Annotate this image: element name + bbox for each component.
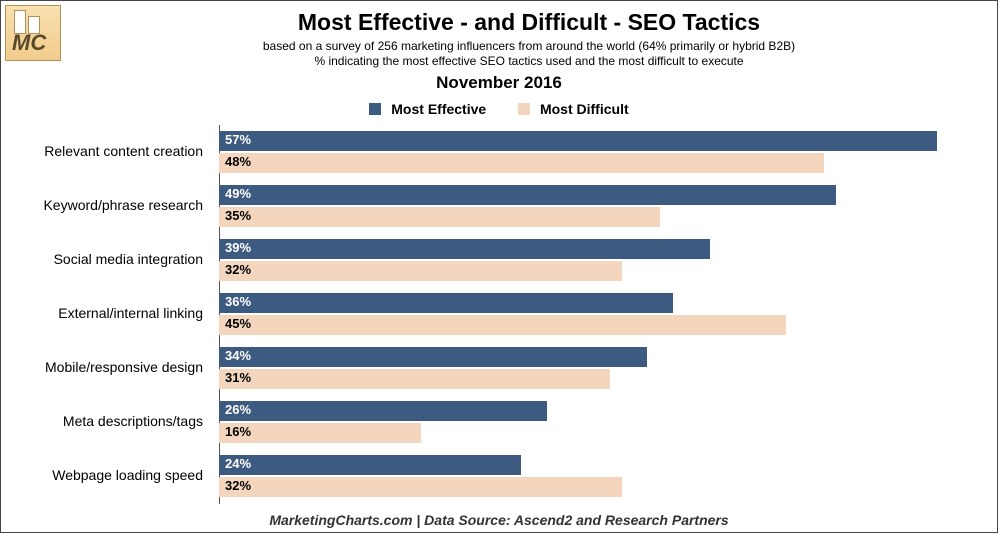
bar-effective: 36% bbox=[219, 293, 673, 313]
chart-title: Most Effective - and Difficult - SEO Tac… bbox=[71, 9, 987, 36]
bar-value-effective: 26% bbox=[225, 402, 251, 417]
bar-value-effective: 36% bbox=[225, 294, 251, 309]
category-label: Relevant content creation bbox=[13, 143, 211, 159]
bar-value-difficult: 16% bbox=[225, 424, 251, 439]
bar-difficult: 45% bbox=[219, 315, 786, 335]
bar-effective: 57% bbox=[219, 131, 937, 151]
bar-difficult: 48% bbox=[219, 153, 824, 173]
chart-frame: MC Most Effective - and Difficult - SEO … bbox=[0, 0, 998, 533]
category-label: External/internal linking bbox=[13, 305, 211, 321]
legend-item-difficult: Most Difficult bbox=[518, 101, 629, 117]
legend-swatch-difficult bbox=[518, 103, 530, 115]
legend: Most Effective Most Difficult bbox=[1, 101, 997, 117]
bar-value-difficult: 32% bbox=[225, 262, 251, 277]
chart-footer: MarketingCharts.com | Data Source: Ascen… bbox=[1, 512, 997, 528]
plot-area: Relevant content creation 57% 48% Keyword/p… bbox=[13, 125, 975, 504]
bar-value-difficult: 32% bbox=[225, 478, 251, 493]
bar-effective: 24% bbox=[219, 455, 521, 475]
category-label: Mobile/responsive design bbox=[13, 359, 211, 375]
subtitle-line-1: based on a survey of 256 marketing influ… bbox=[263, 39, 795, 53]
subtitle-line-2: % indicating the most effective SEO tact… bbox=[314, 54, 743, 68]
bar-value-effective: 34% bbox=[225, 348, 251, 363]
brand-logo: MC bbox=[5, 5, 61, 61]
chart-subtitle: based on a survey of 256 marketing influ… bbox=[71, 39, 987, 69]
chart-date: November 2016 bbox=[1, 73, 997, 93]
category-label: Webpage loading speed bbox=[13, 467, 211, 483]
bar-value-effective: 39% bbox=[225, 240, 251, 255]
bar-value-effective: 57% bbox=[225, 132, 251, 147]
bar-difficult: 35% bbox=[219, 207, 660, 227]
bar-difficult: 31% bbox=[219, 369, 610, 389]
bar-value-difficult: 35% bbox=[225, 208, 251, 223]
bar-effective: 26% bbox=[219, 401, 547, 421]
bar-effective: 39% bbox=[219, 239, 710, 259]
legend-label-difficult: Most Difficult bbox=[540, 101, 629, 117]
bar-value-effective: 49% bbox=[225, 186, 251, 201]
brand-logo-text: MC bbox=[12, 30, 46, 56]
legend-swatch-effective bbox=[369, 103, 381, 115]
bar-value-difficult: 45% bbox=[225, 316, 251, 331]
bar-value-difficult: 31% bbox=[225, 370, 251, 385]
bar-effective: 34% bbox=[219, 347, 647, 367]
bar-difficult: 32% bbox=[219, 477, 622, 497]
legend-item-effective: Most Effective bbox=[369, 101, 486, 117]
bar-effective: 49% bbox=[219, 185, 836, 205]
bar-difficult: 32% bbox=[219, 261, 622, 281]
category-label: Meta descriptions/tags bbox=[13, 413, 211, 429]
bar-value-difficult: 48% bbox=[225, 154, 251, 169]
category-label: Keyword/phrase research bbox=[13, 197, 211, 213]
legend-label-effective: Most Effective bbox=[391, 101, 486, 117]
bar-difficult: 16% bbox=[219, 423, 421, 443]
category-label: Social media integration bbox=[13, 251, 211, 267]
bar-value-effective: 24% bbox=[225, 456, 251, 471]
